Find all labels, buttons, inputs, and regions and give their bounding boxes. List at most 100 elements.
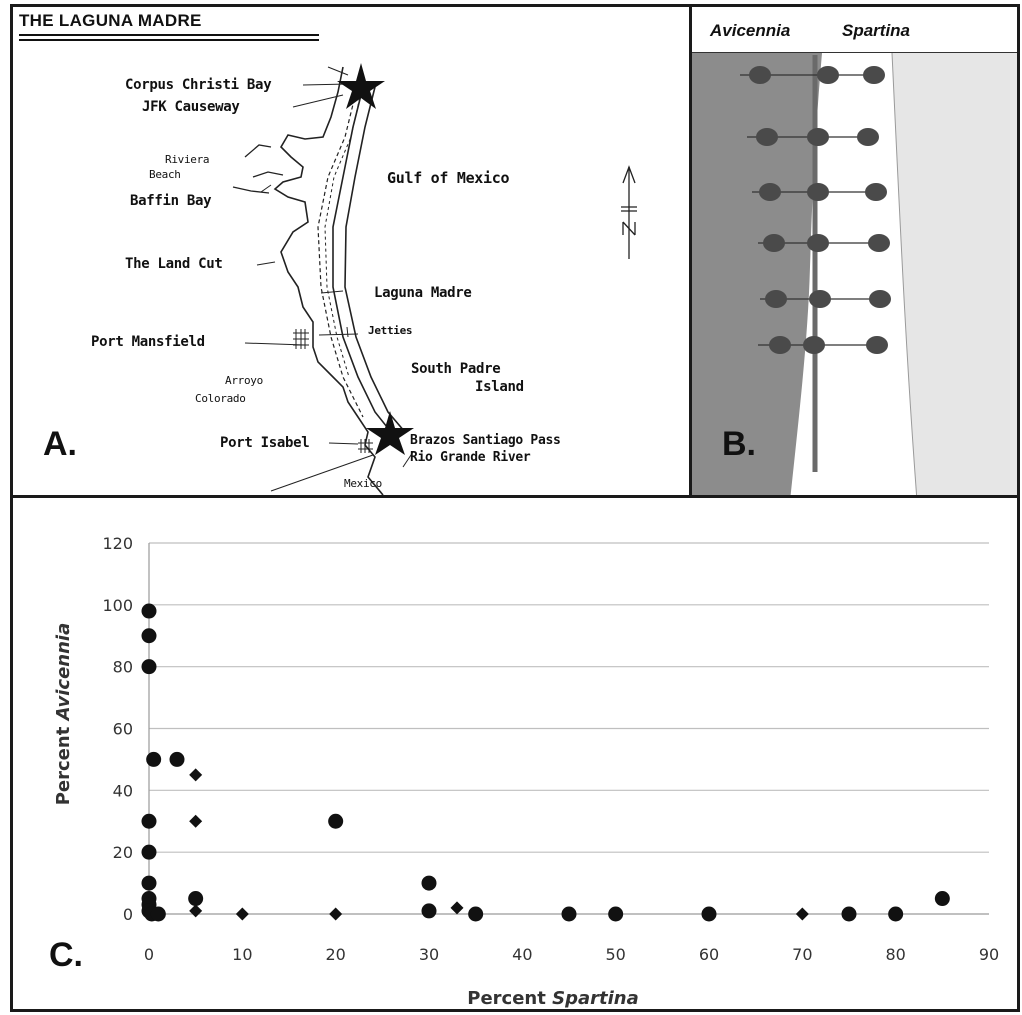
panel-a-map: THE LAGUNA MADRE (10, 4, 692, 498)
x-tick-label: 60 (699, 945, 719, 964)
header-spartina: Spartina (842, 21, 911, 40)
transect-drawing (692, 52, 1017, 495)
data-point-circle (888, 906, 904, 922)
sample-plot (817, 66, 839, 84)
shoreline (891, 52, 918, 495)
y-tick-label: 60 (113, 720, 133, 739)
sample-plot (807, 128, 829, 146)
star-icon-north (337, 63, 385, 109)
data-point-circle (421, 903, 437, 919)
y-tick-label: 120 (102, 534, 133, 553)
map-drawing (232, 63, 637, 495)
y-axis-label: Percent Avicennia (53, 623, 74, 806)
y-tick-labels: 0 20 40 60 80 100 120 (102, 534, 133, 924)
label-baffin-bay: Baffin Bay (130, 193, 212, 209)
sample-plot (865, 183, 887, 201)
map-title: THE LAGUNA MADRE (19, 11, 202, 30)
label-rio-grande-river: Rio Grande River (410, 450, 531, 465)
transect-rows (740, 66, 891, 354)
sample-plot (857, 128, 879, 146)
label-jetties: Jetties (368, 324, 413, 337)
mainland-coast (273, 66, 384, 495)
x-tick-label: 70 (792, 945, 812, 964)
label-south-padre: South Padre (411, 361, 501, 377)
label-port-mansfield: Port Mansfield (91, 334, 205, 350)
label-jfk-causeway: JFK Causeway (142, 99, 240, 115)
sample-plot (807, 234, 829, 252)
x-tick-labels: 0 10 20 30 40 50 60 70 80 90 (144, 945, 999, 964)
sample-plot (763, 234, 785, 252)
x-tick-label: 0 (144, 945, 154, 964)
scatter-chart: 0 20 40 60 80 100 120 0 10 20 30 40 50 60 70 80 90 Perc… (53, 534, 999, 1009)
label-corpus-christi-bay: Corpus Christi Bay (125, 77, 272, 93)
y-tick-label: 100 (102, 596, 133, 615)
x-tick-label: 30 (419, 945, 439, 964)
panel-b-letter: B. (722, 425, 756, 463)
sample-plot (863, 66, 885, 84)
town-hatch (293, 329, 373, 453)
data-point-diamond (329, 907, 343, 921)
data-point-circle (150, 906, 166, 922)
y-tick-label: 80 (113, 658, 133, 677)
data-point-circle (468, 906, 484, 922)
data-points (141, 603, 950, 922)
gridlines (148, 542, 989, 915)
channel-2 (324, 91, 362, 378)
star-icon-south (366, 411, 414, 455)
x-tick-label: 50 (605, 945, 625, 964)
y-tick-label: 0 (123, 905, 133, 924)
x-tick-label: 90 (979, 945, 999, 964)
data-point-circle (141, 844, 157, 860)
title-underline-2 (19, 39, 319, 41)
padre-island-inner (332, 86, 392, 433)
data-point-circle (141, 875, 157, 891)
panel-a-letter: A. (43, 425, 77, 463)
label-land-cut: The Land Cut (125, 256, 223, 272)
sample-plot (749, 66, 771, 84)
intracoastal-channel (317, 91, 364, 418)
sample-plot (807, 183, 829, 201)
label-mexico: Mexico (344, 477, 382, 490)
y-tick-label: 40 (113, 781, 133, 800)
sample-plot (809, 290, 831, 308)
data-point-circle (169, 751, 185, 767)
data-point-diamond (189, 768, 203, 782)
sample-plot (756, 128, 778, 146)
label-brazos-santiago-pass: Brazos Santiago Pass (410, 433, 561, 448)
title-underline (19, 34, 319, 36)
data-point-diamond (235, 907, 249, 921)
mangrove-zone (692, 53, 822, 495)
sample-plot (866, 336, 888, 354)
data-point-circle (841, 906, 857, 922)
data-point-circle (141, 813, 157, 829)
sample-plot (765, 290, 787, 308)
x-tick-label: 40 (512, 945, 532, 964)
data-point-circle (141, 659, 157, 675)
data-point-circle (934, 891, 950, 907)
sample-plot (803, 336, 825, 354)
y-tick-label: 20 (113, 843, 133, 862)
data-point-circle (328, 813, 344, 829)
label-beach: Beach (149, 168, 181, 181)
data-point-circle (608, 906, 624, 922)
label-colorado: Colorado (195, 392, 246, 405)
sample-plot (769, 336, 791, 354)
sample-plot (868, 234, 890, 252)
data-point-diamond (189, 814, 203, 828)
panel-b-transect: Avicennia Spartina B. (692, 4, 1020, 498)
label-gulf-of-mexico: Gulf of Mexico (387, 169, 510, 187)
data-point-circle (141, 628, 157, 644)
panel-c-scatter: 0 20 40 60 80 100 120 0 10 20 30 40 50 60 70 80 90 Perc… (10, 498, 1020, 1012)
sample-plot (759, 183, 781, 201)
header-avicennia: Avicennia (710, 21, 791, 40)
pointer-lines (244, 66, 414, 492)
label-island: Island (475, 379, 524, 395)
x-tick-label: 10 (232, 945, 252, 964)
data-point-circle (701, 906, 717, 922)
data-point-circle (188, 891, 204, 907)
padre-island-outer (344, 86, 406, 433)
label-laguna-madre: Laguna Madre (374, 285, 472, 301)
label-riviera: Riviera (165, 153, 210, 166)
label-arroyo: Arroyo (225, 374, 263, 387)
data-point-diamond (450, 901, 464, 915)
